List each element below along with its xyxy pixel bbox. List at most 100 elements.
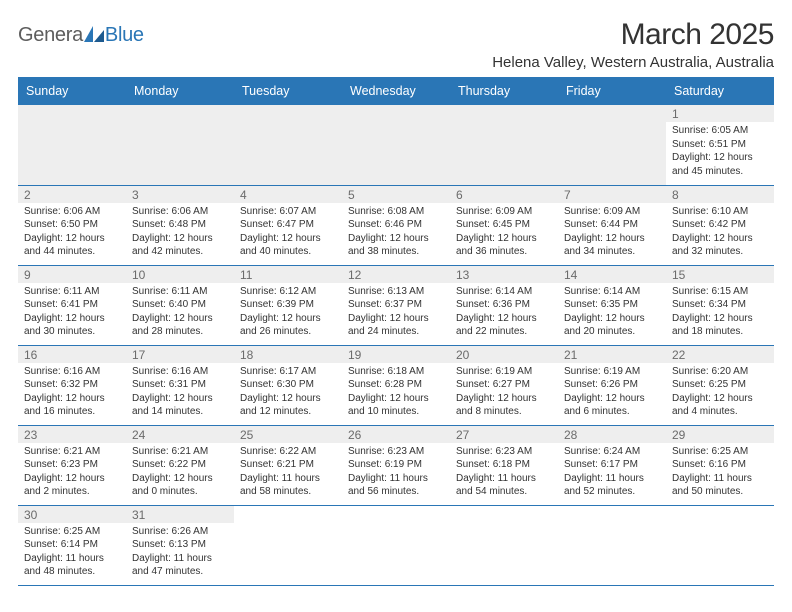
calendar-cell: [342, 505, 450, 585]
daylight-line-2: and 45 minutes.: [672, 165, 768, 179]
day-number: 12: [342, 266, 450, 283]
day-number: 23: [18, 426, 126, 443]
day-number: 1: [666, 105, 774, 122]
sunset-line: Sunset: 6:18 PM: [456, 458, 552, 472]
day-info: Sunrise: 6:25 AMSunset: 6:14 PMDaylight:…: [24, 525, 120, 579]
calendar-cell: 26Sunrise: 6:23 AMSunset: 6:19 PMDayligh…: [342, 425, 450, 505]
sunrise-line: Sunrise: 6:12 AM: [240, 285, 336, 299]
daylight-line-1: Daylight: 12 hours: [456, 232, 552, 246]
day-number: 18: [234, 346, 342, 363]
sunset-line: Sunset: 6:19 PM: [348, 458, 444, 472]
sunrise-line: Sunrise: 6:14 AM: [456, 285, 552, 299]
daylight-line-1: Daylight: 11 hours: [564, 472, 660, 486]
col-friday: Friday: [558, 77, 666, 105]
day-info: Sunrise: 6:21 AMSunset: 6:22 PMDaylight:…: [132, 445, 228, 499]
calendar-cell: 27Sunrise: 6:23 AMSunset: 6:18 PMDayligh…: [450, 425, 558, 505]
col-wednesday: Wednesday: [342, 77, 450, 105]
daylight-line-2: and 48 minutes.: [24, 565, 120, 579]
sunrise-line: Sunrise: 6:14 AM: [564, 285, 660, 299]
sunrise-line: Sunrise: 6:07 AM: [240, 205, 336, 219]
calendar-table: Sunday Monday Tuesday Wednesday Thursday…: [18, 77, 774, 586]
daylight-line-2: and 2 minutes.: [24, 485, 120, 499]
day-info: Sunrise: 6:26 AMSunset: 6:13 PMDaylight:…: [132, 525, 228, 579]
sunset-line: Sunset: 6:21 PM: [240, 458, 336, 472]
sunset-line: Sunset: 6:16 PM: [672, 458, 768, 472]
calendar-cell: 1Sunrise: 6:05 AMSunset: 6:51 PMDaylight…: [666, 105, 774, 185]
daylight-line-1: Daylight: 12 hours: [24, 472, 120, 486]
daylight-line-1: Daylight: 12 hours: [672, 312, 768, 326]
calendar-cell: 16Sunrise: 6:16 AMSunset: 6:32 PMDayligh…: [18, 345, 126, 425]
calendar-week-row: 1Sunrise: 6:05 AMSunset: 6:51 PMDaylight…: [18, 105, 774, 185]
day-number: 3: [126, 186, 234, 203]
sunrise-line: Sunrise: 6:05 AM: [672, 124, 768, 138]
calendar-cell: 25Sunrise: 6:22 AMSunset: 6:21 PMDayligh…: [234, 425, 342, 505]
sunset-line: Sunset: 6:28 PM: [348, 378, 444, 392]
sunset-line: Sunset: 6:35 PM: [564, 298, 660, 312]
day-info: Sunrise: 6:25 AMSunset: 6:16 PMDaylight:…: [672, 445, 768, 499]
calendar-body: 1Sunrise: 6:05 AMSunset: 6:51 PMDaylight…: [18, 105, 774, 585]
daylight-line-1: Daylight: 12 hours: [132, 392, 228, 406]
sunrise-line: Sunrise: 6:26 AM: [132, 525, 228, 539]
calendar-cell: 20Sunrise: 6:19 AMSunset: 6:27 PMDayligh…: [450, 345, 558, 425]
calendar-header-row: Sunday Monday Tuesday Wednesday Thursday…: [18, 77, 774, 105]
daylight-line-2: and 14 minutes.: [132, 405, 228, 419]
daylight-line-2: and 30 minutes.: [24, 325, 120, 339]
daylight-line-1: Daylight: 12 hours: [132, 472, 228, 486]
sunset-line: Sunset: 6:32 PM: [24, 378, 120, 392]
day-number: 15: [666, 266, 774, 283]
daylight-line-2: and 6 minutes.: [564, 405, 660, 419]
calendar-cell: 17Sunrise: 6:16 AMSunset: 6:31 PMDayligh…: [126, 345, 234, 425]
sunset-line: Sunset: 6:26 PM: [564, 378, 660, 392]
sunset-line: Sunset: 6:34 PM: [672, 298, 768, 312]
day-number: 17: [126, 346, 234, 363]
sunset-line: Sunset: 6:13 PM: [132, 538, 228, 552]
logo-text-part2: Blue: [105, 24, 144, 47]
daylight-line-2: and 44 minutes.: [24, 245, 120, 259]
sunset-line: Sunset: 6:41 PM: [24, 298, 120, 312]
sunrise-line: Sunrise: 6:19 AM: [564, 365, 660, 379]
calendar-cell: 28Sunrise: 6:24 AMSunset: 6:17 PMDayligh…: [558, 425, 666, 505]
day-number: 9: [18, 266, 126, 283]
daylight-line-2: and 28 minutes.: [132, 325, 228, 339]
sunrise-line: Sunrise: 6:25 AM: [24, 525, 120, 539]
daylight-line-2: and 36 minutes.: [456, 245, 552, 259]
daylight-line-2: and 42 minutes.: [132, 245, 228, 259]
sunrise-line: Sunrise: 6:15 AM: [672, 285, 768, 299]
sunset-line: Sunset: 6:40 PM: [132, 298, 228, 312]
day-info: Sunrise: 6:20 AMSunset: 6:25 PMDaylight:…: [672, 365, 768, 419]
sunrise-line: Sunrise: 6:16 AM: [132, 365, 228, 379]
sunrise-line: Sunrise: 6:18 AM: [348, 365, 444, 379]
daylight-line-1: Daylight: 12 hours: [672, 392, 768, 406]
day-number: 25: [234, 426, 342, 443]
day-info: Sunrise: 6:11 AMSunset: 6:40 PMDaylight:…: [132, 285, 228, 339]
sunrise-line: Sunrise: 6:13 AM: [348, 285, 444, 299]
day-number: 6: [450, 186, 558, 203]
calendar-week-row: 9Sunrise: 6:11 AMSunset: 6:41 PMDaylight…: [18, 265, 774, 345]
daylight-line-1: Daylight: 12 hours: [240, 392, 336, 406]
day-info: Sunrise: 6:09 AMSunset: 6:44 PMDaylight:…: [564, 205, 660, 259]
day-number: 21: [558, 346, 666, 363]
day-info: Sunrise: 6:18 AMSunset: 6:28 PMDaylight:…: [348, 365, 444, 419]
day-number: 29: [666, 426, 774, 443]
daylight-line-1: Daylight: 12 hours: [348, 312, 444, 326]
sunrise-line: Sunrise: 6:21 AM: [132, 445, 228, 459]
sunrise-line: Sunrise: 6:21 AM: [24, 445, 120, 459]
daylight-line-2: and 54 minutes.: [456, 485, 552, 499]
day-info: Sunrise: 6:09 AMSunset: 6:45 PMDaylight:…: [456, 205, 552, 259]
sunset-line: Sunset: 6:27 PM: [456, 378, 552, 392]
calendar-cell: [126, 105, 234, 185]
sunrise-line: Sunrise: 6:22 AM: [240, 445, 336, 459]
calendar-cell: 21Sunrise: 6:19 AMSunset: 6:26 PMDayligh…: [558, 345, 666, 425]
calendar-cell: 19Sunrise: 6:18 AMSunset: 6:28 PMDayligh…: [342, 345, 450, 425]
sunset-line: Sunset: 6:25 PM: [672, 378, 768, 392]
daylight-line-2: and 24 minutes.: [348, 325, 444, 339]
sunrise-line: Sunrise: 6:23 AM: [456, 445, 552, 459]
day-info: Sunrise: 6:24 AMSunset: 6:17 PMDaylight:…: [564, 445, 660, 499]
calendar-cell: 23Sunrise: 6:21 AMSunset: 6:23 PMDayligh…: [18, 425, 126, 505]
calendar-cell: 12Sunrise: 6:13 AMSunset: 6:37 PMDayligh…: [342, 265, 450, 345]
sunset-line: Sunset: 6:14 PM: [24, 538, 120, 552]
calendar-cell: 9Sunrise: 6:11 AMSunset: 6:41 PMDaylight…: [18, 265, 126, 345]
calendar-cell: [666, 505, 774, 585]
sunset-line: Sunset: 6:42 PM: [672, 218, 768, 232]
calendar-cell: 4Sunrise: 6:07 AMSunset: 6:47 PMDaylight…: [234, 185, 342, 265]
